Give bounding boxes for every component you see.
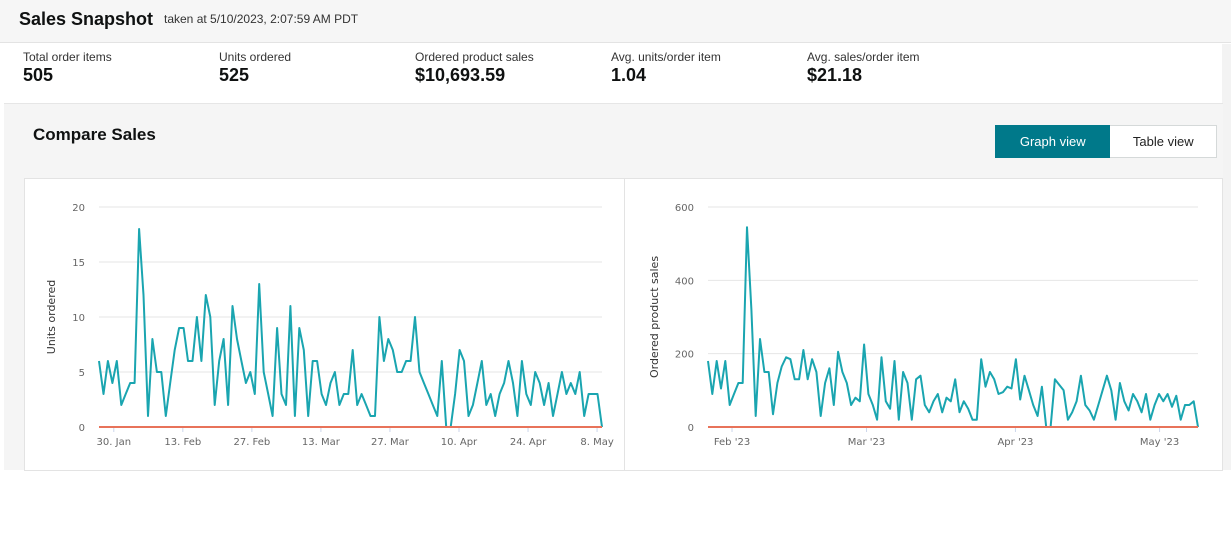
y-tick-label: 0 bbox=[79, 423, 85, 434]
metric-avg-sales: Avg. sales/order item $21.18 bbox=[807, 50, 920, 86]
metric-total-order-items: Total order items 505 bbox=[23, 50, 112, 86]
units-ordered-chart-svg: 0 5 10 15 20 Units ordered 30. Jan 13. Feb 27. F… bbox=[45, 203, 614, 448]
compare-sales-panel: Compare Sales Graph view Table view 0 5 10… bbox=[4, 103, 1223, 471]
table-view-button[interactable]: Table view bbox=[1110, 125, 1217, 158]
y-tick-label: 15 bbox=[72, 258, 85, 269]
x-tick-label: 8. May bbox=[580, 437, 613, 448]
y-tick-label: 5 bbox=[79, 368, 85, 379]
metric-value: 505 bbox=[23, 65, 54, 85]
metric-units-ordered: Units ordered 525 bbox=[219, 50, 291, 86]
y-tick-label: 20 bbox=[72, 203, 85, 214]
x-tick-label: 27. Mar bbox=[371, 437, 410, 448]
metric-label: Total order items bbox=[23, 50, 112, 64]
x-tick-label: 13. Mar bbox=[302, 437, 341, 448]
series-line bbox=[98, 228, 603, 428]
right-edge-divider bbox=[1222, 44, 1231, 470]
series-line bbox=[707, 226, 1199, 428]
x-tick-label: 13. Feb bbox=[164, 437, 201, 448]
metric-ordered-product-sales: Ordered product sales $10,693.59 bbox=[415, 50, 534, 86]
metric-value: $10,693.59 bbox=[415, 65, 506, 85]
x-tick-label: Apr '23 bbox=[997, 437, 1033, 448]
units-ordered-chart: 0 5 10 15 20 Units ordered 30. Jan 13. Feb 27. F… bbox=[24, 178, 625, 471]
graph-view-button[interactable]: Graph view bbox=[995, 125, 1111, 158]
metric-value: 525 bbox=[219, 65, 250, 85]
y-tick-label: 400 bbox=[675, 276, 694, 287]
page-title: Sales Snapshot bbox=[19, 9, 154, 29]
y-tick-label: 10 bbox=[72, 313, 85, 324]
metric-value: 1.04 bbox=[611, 65, 647, 85]
ordered-product-sales-chart: 0 200 400 600 Ordered product sales Feb '23 Ma… bbox=[624, 178, 1223, 471]
x-tick-label: 27. Feb bbox=[233, 437, 270, 448]
x-tick-label: Feb '23 bbox=[714, 437, 750, 448]
metric-label: Ordered product sales bbox=[415, 50, 534, 64]
snapshot-header: Sales Snapshot taken at 5/10/2023, 2:07:… bbox=[0, 0, 1231, 43]
metric-value: $21.18 bbox=[807, 65, 863, 85]
x-tick-label: 30. Jan bbox=[97, 437, 132, 448]
y-axis-label: Units ordered bbox=[45, 280, 58, 354]
x-tick-label: 24. Apr bbox=[510, 437, 547, 448]
y-tick-label: 0 bbox=[688, 423, 694, 434]
metrics-bar: Total order items 505 Units ordered 525 … bbox=[0, 44, 1231, 98]
metric-label: Avg. sales/order item bbox=[807, 50, 920, 64]
snapshot-timestamp: taken at 5/10/2023, 2:07:59 AM PDT bbox=[164, 12, 359, 26]
metric-label: Avg. units/order item bbox=[611, 50, 721, 64]
x-tick-label: May '23 bbox=[1140, 437, 1179, 448]
metric-avg-units: Avg. units/order item 1.04 bbox=[611, 50, 721, 86]
ordered-product-sales-chart-svg: 0 200 400 600 Ordered product sales Feb '23 Ma… bbox=[648, 203, 1199, 448]
y-tick-label: 600 bbox=[675, 203, 694, 214]
view-toggle: Graph view Table view bbox=[995, 125, 1217, 158]
y-axis-label: Ordered product sales bbox=[648, 256, 661, 378]
x-tick-label: 10. Apr bbox=[441, 437, 478, 448]
compare-sales-title: Compare Sales bbox=[33, 125, 156, 144]
x-tick-label: Mar '23 bbox=[848, 437, 886, 448]
y-tick-label: 200 bbox=[675, 350, 694, 361]
metric-label: Units ordered bbox=[219, 50, 292, 64]
